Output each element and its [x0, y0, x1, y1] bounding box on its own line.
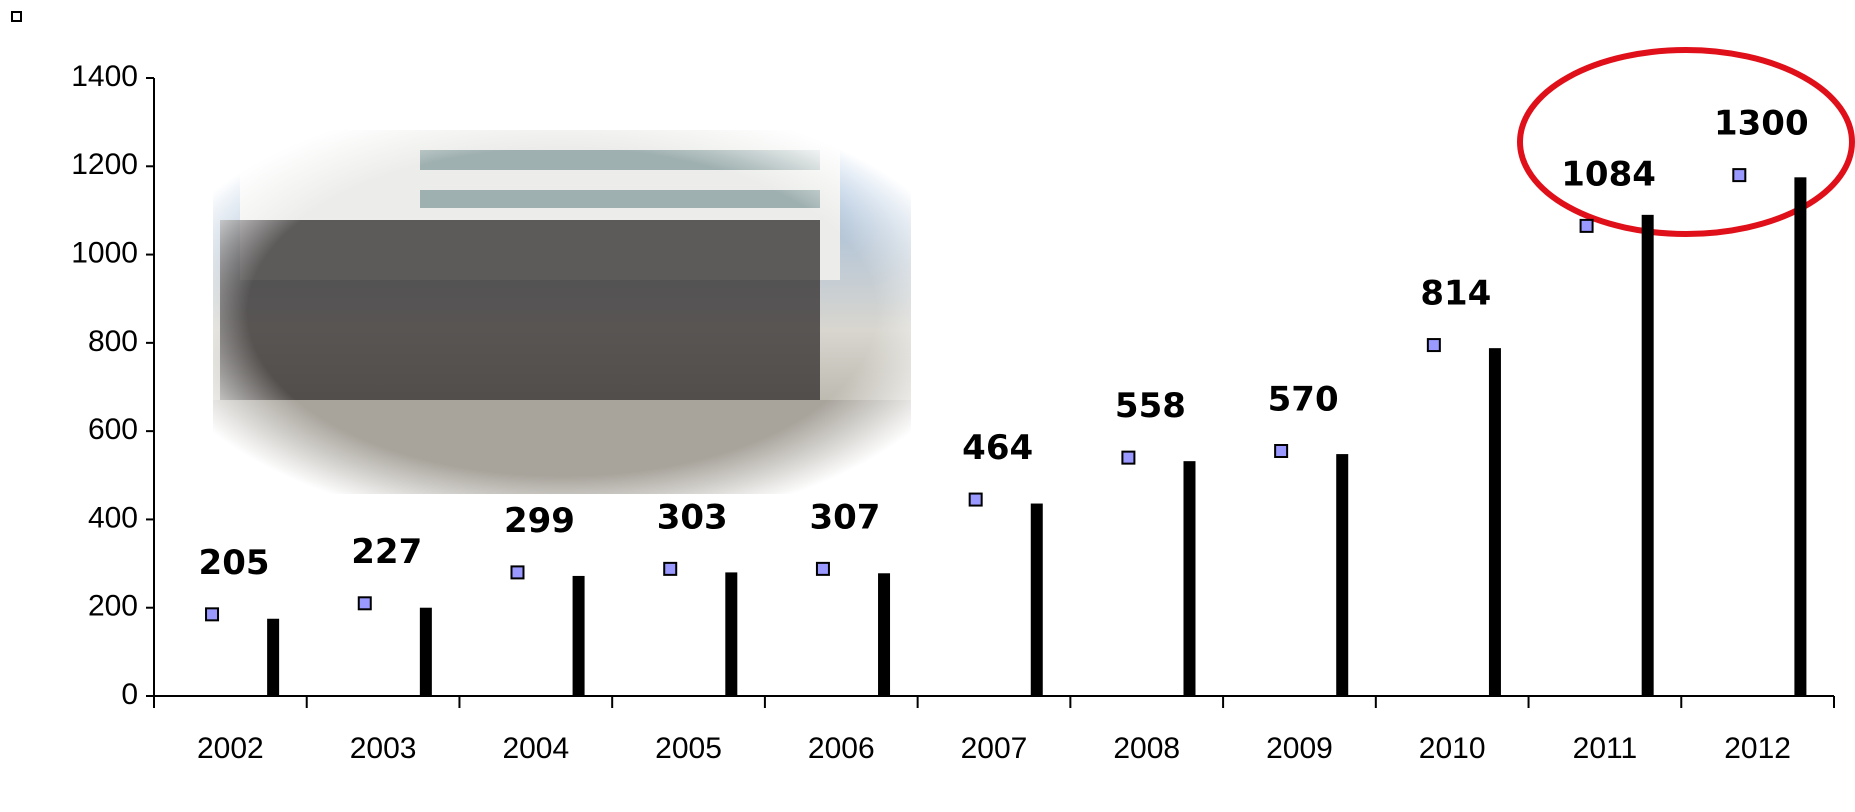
x-tick-label: 2007: [961, 732, 1028, 765]
y-tick-label: 800: [88, 325, 138, 358]
point-label: 1300: [1714, 104, 1809, 144]
photo: [213, 130, 911, 494]
x-tick-label: 2004: [502, 732, 569, 765]
point-marker: [510, 565, 525, 580]
point-label: 464: [962, 428, 1033, 468]
point-marker: [357, 596, 372, 611]
bar: [1336, 454, 1349, 696]
x-tick-label: 2005: [655, 732, 722, 765]
x-tick-label: 2002: [197, 732, 264, 765]
bar: [878, 573, 891, 696]
point-label: 307: [809, 497, 880, 537]
bar: [725, 572, 738, 696]
corner-square: [11, 11, 22, 22]
x-tick-label: 2010: [1419, 732, 1486, 765]
point-marker: [1274, 444, 1289, 459]
point-label: 1084: [1561, 154, 1656, 194]
point-marker: [1426, 338, 1441, 353]
point-marker: [205, 607, 220, 622]
y-tick-label: 200: [88, 590, 138, 623]
y-tick-label: 1200: [71, 148, 138, 181]
x-tick-label: 2011: [1573, 732, 1638, 765]
x-tick-label: 2012: [1724, 732, 1791, 765]
bar: [1641, 214, 1654, 697]
point-label: 570: [1268, 380, 1339, 420]
bar: [419, 607, 432, 696]
point-label: 299: [504, 501, 575, 541]
y-tick-label: 1400: [71, 60, 138, 93]
bar: [572, 575, 585, 696]
point-marker: [663, 561, 678, 576]
bar: [1794, 177, 1807, 697]
bar: [267, 618, 280, 696]
point-label: 814: [1420, 274, 1491, 314]
x-tick-label: 2009: [1266, 732, 1333, 765]
x-tick-label: 2008: [1113, 732, 1180, 765]
point-marker: [1579, 218, 1594, 233]
point-marker: [1121, 450, 1136, 465]
y-tick-label: 400: [88, 501, 138, 534]
point-label: 205: [199, 543, 270, 583]
x-tick-label: 2003: [350, 732, 417, 765]
point-label: 303: [657, 497, 728, 537]
point-marker: [968, 492, 983, 507]
bar: [1030, 503, 1043, 696]
bar: [1488, 348, 1501, 696]
point-label: 558: [1115, 386, 1186, 426]
x-tick-label: 2006: [808, 732, 875, 765]
bar: [1183, 461, 1196, 696]
point-marker: [1732, 168, 1747, 183]
y-tick-label: 600: [88, 413, 138, 446]
y-tick-label: 1000: [71, 236, 138, 269]
highlight-ellipse: [1517, 47, 1855, 237]
y-tick-label: 0: [121, 678, 138, 711]
point-marker: [815, 561, 830, 576]
point-label: 227: [351, 532, 422, 572]
